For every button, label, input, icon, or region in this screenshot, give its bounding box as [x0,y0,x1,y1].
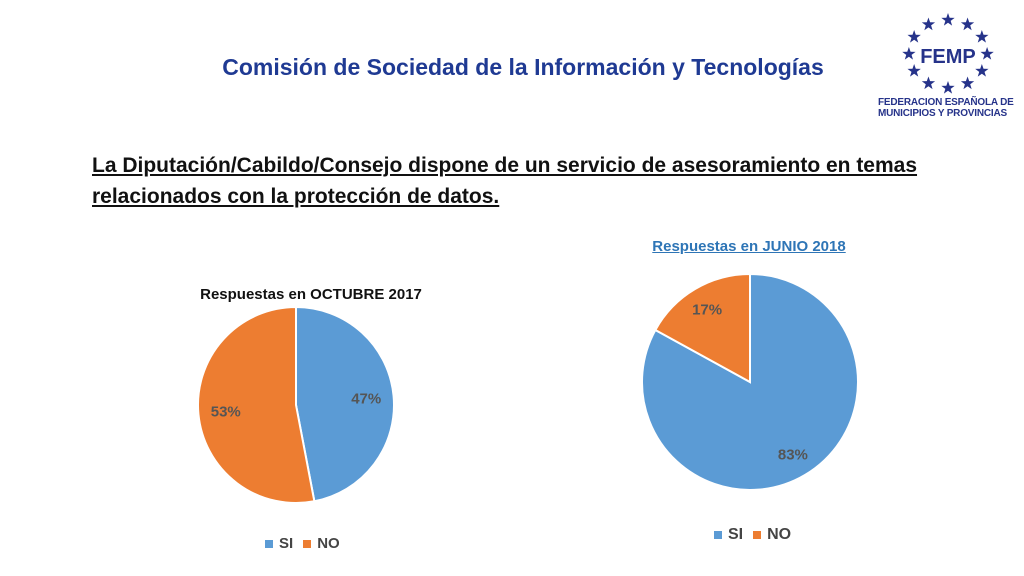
legend-june-2018: SI NO [714,526,801,544]
logo-star-icon [980,47,994,60]
logo-star-icon [921,17,936,31]
logo-star-icon [975,30,989,43]
legend-swatch-no [303,539,312,548]
question-text: La Diputación/Cabildo/Consejo dispone de… [92,154,918,208]
legend-october-2017: SI NO [265,535,350,552]
legend-item-si: SI [265,535,293,552]
pie-slice-si [295,305,395,503]
logo-star-icon [902,47,916,60]
femp-emblem: FEMP [902,13,994,94]
data-label-si: 47% [351,390,381,407]
logo-star-icon [960,76,975,90]
data-label-no: 17% [692,301,722,318]
logo-star-icon [941,81,955,94]
page-title: Comisión de Sociedad de la Información y… [222,54,824,80]
data-label-si: 83% [778,447,808,464]
logo-org-line1: FEDERACION ESPAÑOLA DE [878,97,1014,108]
chart-title-june-2018: Respuestas en JUNIO 2018 [652,238,846,255]
pie-slice-no [197,305,316,504]
legend-item-no: NO [303,535,340,552]
legend-label-si: SI [728,526,744,543]
femp-logo: FEMP FEDERACION ESPAÑOLA DE MUNICIPIOS Y… [878,10,1018,125]
pie-chart-june-2018: 83% 17% [641,272,859,491]
legend-label-si: SI [279,535,294,552]
legend-item-si: SI [714,526,743,544]
logo-star-icon [975,64,989,77]
logo-org-line2: MUNICIPIOS Y PROVINCIAS [878,108,1007,119]
legend-label-no: NO [317,535,340,552]
pie-slice-no [654,272,751,384]
pie-chart-october-2017: 47% 53% [197,305,395,504]
logo-star-icon [960,17,975,31]
logo-star-icon [907,30,921,43]
legend-item-no: NO [753,526,791,544]
data-label-no: 53% [211,404,241,421]
legend-swatch-no [753,531,762,539]
logo-org-name: FEDERACION ESPAÑOLA DE MUNICIPIOS Y PROV… [878,97,1018,119]
logo-star-icon [921,76,936,90]
logo-wordmark: FEMP [920,46,976,68]
legend-swatch-si [714,531,722,539]
logo-star-icon [907,64,921,77]
chart-title-october-2017: Respuestas en OCTUBRE 2017 [200,286,422,303]
legend-label-no: NO [767,526,792,543]
logo-star-icon [941,13,955,26]
legend-swatch-si [265,539,273,548]
